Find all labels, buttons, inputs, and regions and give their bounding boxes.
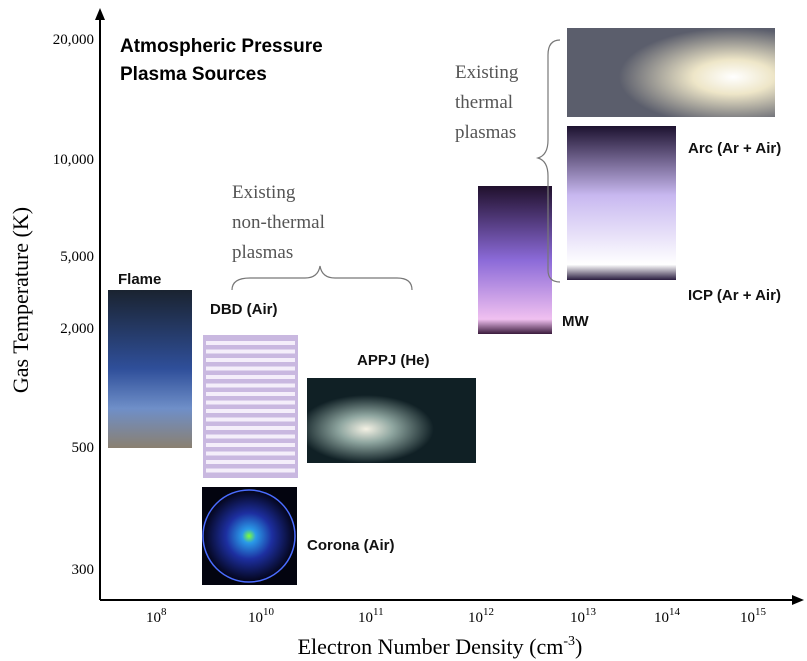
title: Atmospheric Pressure (120, 36, 323, 57)
mw-photo (478, 186, 552, 334)
dbd-photo (203, 335, 298, 478)
x-tick-base: 10 (740, 610, 755, 626)
source-label: ICP (Ar + Air) (688, 287, 781, 304)
icp-photo (567, 126, 676, 280)
dbd-stripe (206, 392, 295, 396)
x-tick-base: 10 (248, 610, 263, 626)
x-tick-exp: 14 (669, 606, 681, 618)
annotation: thermal (455, 92, 513, 113)
x-tick-label: 1015 (740, 606, 767, 626)
annotation: non-thermal (232, 212, 325, 233)
x-tick-exp: 8 (161, 606, 167, 618)
dbd-stripe (206, 358, 295, 362)
annotation: Existing (232, 182, 296, 203)
x-tick-base: 10 (146, 610, 161, 626)
source-label: Arc (Ar + Air) (688, 140, 781, 157)
annotation: plasmas (232, 242, 293, 263)
x-label-sup: -3 (563, 634, 575, 649)
x-tick-base: 10 (468, 610, 483, 626)
x-tick-label: 1011 (358, 606, 384, 626)
brace (231, 265, 413, 291)
dbd-stripe (206, 409, 295, 413)
dbd-stripe (206, 468, 295, 473)
title: Plasma Sources (120, 64, 267, 85)
dbd-stripe (206, 434, 295, 439)
x-tick-base: 10 (654, 610, 669, 626)
annotation: Existing (455, 62, 519, 83)
x-tick-base: 10 (358, 610, 373, 626)
source-label: Corona (Air) (307, 537, 395, 554)
y-tick-label: 2,000 (60, 321, 94, 337)
dbd-stripe (206, 451, 295, 456)
dbd-stripe (206, 400, 295, 405)
y-tick-label: 300 (72, 562, 95, 578)
dbd-stripe (206, 426, 295, 430)
x-tick-exp: 10 (263, 606, 275, 618)
brace (535, 39, 561, 283)
x-label-text: Electron Number Density (cm (298, 634, 564, 659)
source-label: MW (562, 313, 589, 330)
x-arrow (792, 595, 804, 605)
dbd-stripe (206, 383, 295, 388)
source-label: Flame (118, 271, 161, 288)
flame-photo (108, 290, 192, 448)
y-arrow (95, 8, 105, 20)
x-tick-exp: 13 (585, 606, 597, 618)
source-label: DBD (Air) (210, 301, 278, 318)
source-label: APPJ (He) (357, 352, 430, 369)
corona-photo (202, 489, 296, 583)
dbd-stripe (206, 443, 295, 447)
x-tick-exp: 12 (483, 606, 494, 618)
x-tick-label: 108 (146, 606, 167, 626)
y-tick-label: 5,000 (60, 249, 94, 265)
y-tick-label: 500 (72, 440, 95, 456)
dbd-stripe (206, 460, 295, 464)
x-axis-label: Electron Number Density (cm-3) (298, 634, 583, 659)
y-axis-label: Gas Temperature (K) (8, 207, 33, 393)
dbd-stripe (206, 417, 295, 422)
x-tick-exp: 15 (755, 606, 767, 618)
appj-photo (307, 378, 476, 463)
dbd-stripe (206, 366, 295, 371)
annotation: plasmas (455, 122, 516, 143)
arc-photo (567, 28, 775, 117)
x-tick-label: 1010 (248, 606, 275, 626)
x-tick-base: 10 (570, 610, 585, 626)
x-tick-label: 1012 (468, 606, 494, 626)
x-tick-label: 1013 (570, 606, 597, 626)
dbd-stripe (206, 375, 295, 379)
dbd-stripe (206, 341, 295, 345)
y-tick-label: 20,000 (53, 32, 94, 48)
dbd-stripe (206, 349, 295, 354)
x-label-text: ) (575, 634, 582, 659)
y-tick-label: 10,000 (53, 152, 94, 168)
x-tick-exp: 11 (373, 606, 384, 618)
x-tick-label: 1014 (654, 606, 681, 626)
